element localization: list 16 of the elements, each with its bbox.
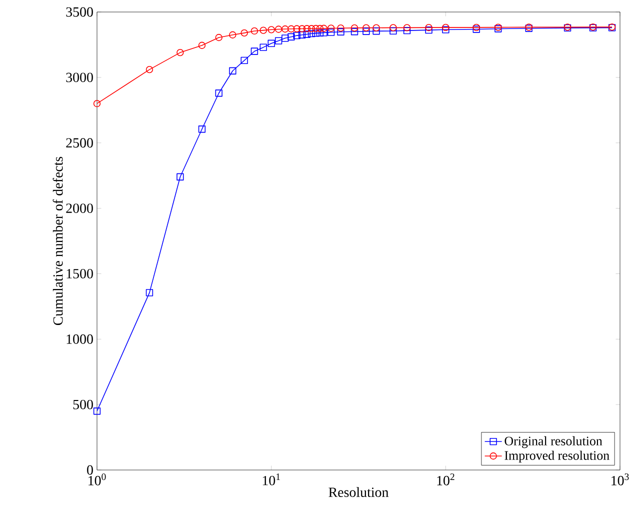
y-tick-label: 1500	[66, 269, 93, 278]
x-axis-title: Resolution	[328, 487, 389, 498]
y-tick-label: 1000	[66, 334, 93, 344]
x-tick-label: 10$^{0}$	[88, 474, 106, 486]
y-axis-title: Cumulative number of defects	[52, 156, 63, 326]
y-tick-label: 500	[73, 400, 93, 410]
y-tick-label: 3000	[66, 72, 93, 82]
legend-label: Original resolution	[504, 436, 602, 448]
legend-label: Improved resolution	[504, 450, 610, 462]
y-tick-label: 2500	[66, 138, 93, 148]
y-tick-label: 3500	[66, 7, 93, 17]
y-tick-label: 2000	[66, 204, 93, 213]
x-tick-label: 10$^{1}$	[262, 474, 280, 486]
x-tick-label: 10$^{2}$	[437, 474, 454, 486]
x-tick-label: 10$^{3}$	[612, 474, 629, 486]
y-tick-label: 0	[87, 465, 93, 475]
